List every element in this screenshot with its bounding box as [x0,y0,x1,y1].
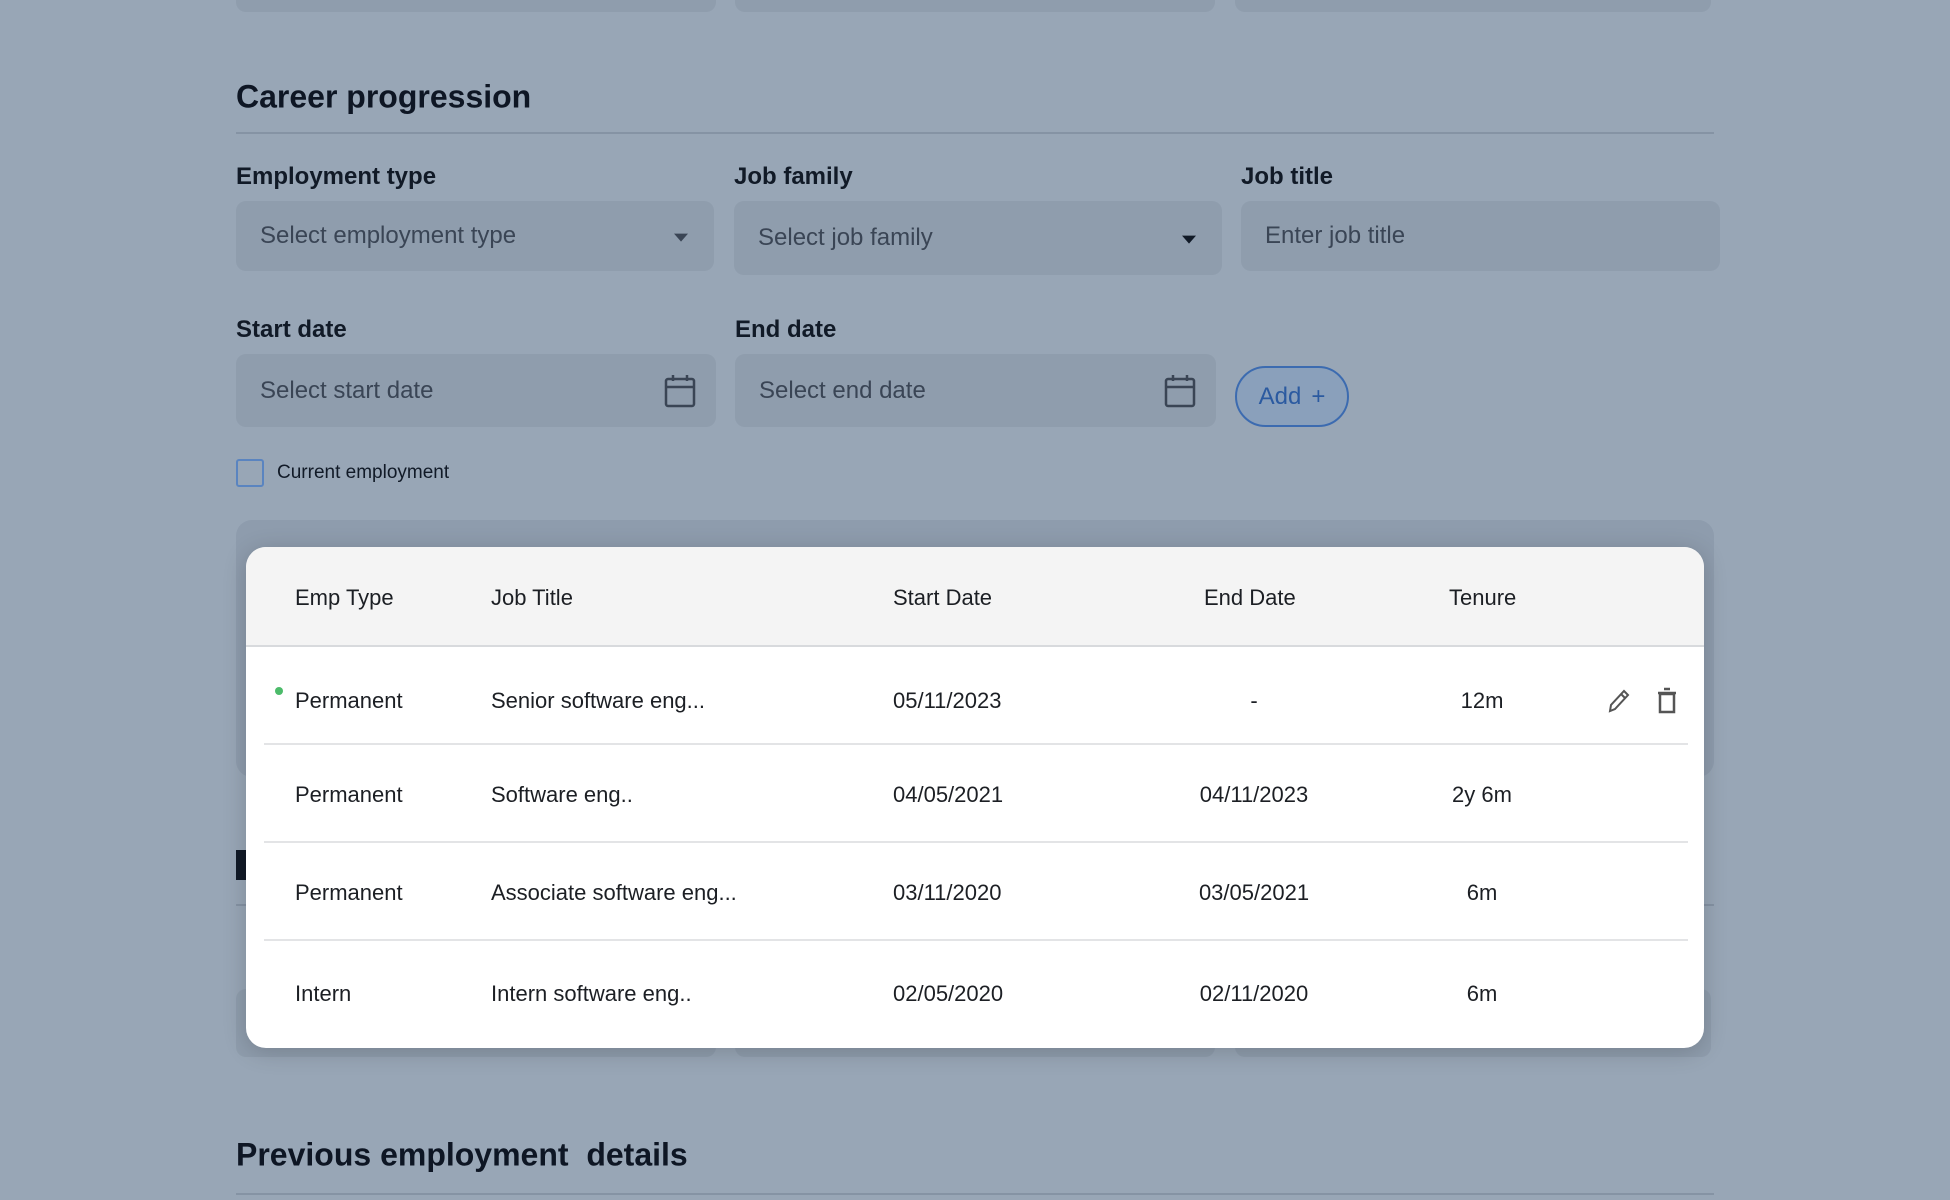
cell-emp-type: Intern [295,981,352,1006]
header-tenure: Tenure [1449,585,1517,610]
cell-job-title: Software eng.. [491,782,633,807]
add-button[interactable]: Add + [1235,366,1349,427]
job-title-input[interactable]: Enter job title [1241,201,1720,271]
employment-type-select[interactable]: Select employment type [236,201,714,271]
header-emp-type: Emp Type [295,585,394,610]
cell-emp-type: Permanent [295,880,403,905]
job-title-label: Job title [1241,163,1334,190]
prev-field-3[interactable] [1235,0,1711,12]
section-title: Career progression [236,78,532,115]
cell-start-date: 05/11/2023 [893,688,1002,713]
background-heading-fragment [236,850,246,880]
start-date-picker[interactable]: Select start date [236,354,716,427]
chevron-down-icon [674,233,688,242]
cell-emp-type: Permanent [295,688,403,713]
cell-tenure: 12m [1460,688,1504,713]
table-row[interactable]: Permanent Senior software eng... 05/11/2… [246,647,1704,745]
chevron-down-icon [1182,235,1196,244]
cell-job-title: Associate software eng... [491,880,737,905]
job-family-select[interactable]: Select job family [734,201,1222,275]
prev-field-1[interactable] [236,0,716,12]
row-divider [264,841,1688,843]
table-header: Emp Type Job Title Start Date End Date T… [246,547,1704,647]
row-divider [264,939,1688,941]
start-date-label: Start date [236,316,347,343]
start-date-placeholder: Select start date [260,376,434,404]
row-divider [264,743,1688,745]
cell-job-title: Intern software eng.. [491,981,692,1006]
plus-icon: + [1311,382,1326,410]
job-title-placeholder: Enter job title [1265,222,1406,249]
cell-tenure: 6m [1466,880,1498,905]
table-row[interactable]: Permanent Software eng.. 04/05/2021 04/1… [246,745,1704,843]
add-button-label: Add [1258,382,1302,410]
cell-tenure: 2y 6m [1452,782,1512,807]
previous-employment-title: Previous employment details [236,1136,688,1173]
cell-job-title: Senior software eng... [491,688,706,713]
cell-end-date: - [1250,688,1258,713]
calendar-icon[interactable] [1164,374,1196,408]
current-employment-checkbox[interactable] [236,459,264,487]
employment-type-label: Employment type [236,163,437,190]
career-history-table: Emp Type Job Title Start Date End Date T… [246,547,1704,1048]
cell-start-date: 02/05/2020 [893,981,1004,1006]
job-family-placeholder: Select job family [758,224,933,251]
end-date-label: End date [735,316,837,343]
end-date-placeholder: Select end date [759,376,926,404]
cell-end-date: 04/11/2023 [1199,782,1309,807]
cell-start-date: 04/05/2021 [893,782,1004,807]
current-employment-label: Current employment [277,462,450,483]
edit-pencil-icon[interactable] [1606,687,1632,715]
cell-emp-type: Permanent [295,782,403,807]
employment-type-placeholder: Select employment type [260,222,517,249]
header-end-date: End Date [1204,585,1296,610]
current-indicator-dot [275,687,283,695]
calendar-icon[interactable] [664,374,696,408]
cell-start-date: 03/11/2020 [893,880,1002,905]
cell-end-date: 02/11/2020 [1199,981,1309,1006]
table-row[interactable]: Permanent Associate software eng... 03/1… [246,843,1704,941]
section-divider [236,132,1714,134]
header-job-title: Job Title [491,585,573,610]
table-row[interactable]: Intern Intern software eng.. 02/05/2020 … [246,941,1704,1039]
end-date-picker[interactable]: Select end date [735,354,1216,427]
job-family-label: Job family [734,163,853,190]
delete-trash-icon[interactable] [1656,687,1678,715]
cell-tenure: 6m [1466,981,1498,1006]
prev-field-2[interactable] [735,0,1215,12]
previous-employment-divider [236,1193,1714,1195]
cell-end-date: 03/05/2021 [1198,880,1310,905]
header-start-date: Start Date [893,585,993,610]
